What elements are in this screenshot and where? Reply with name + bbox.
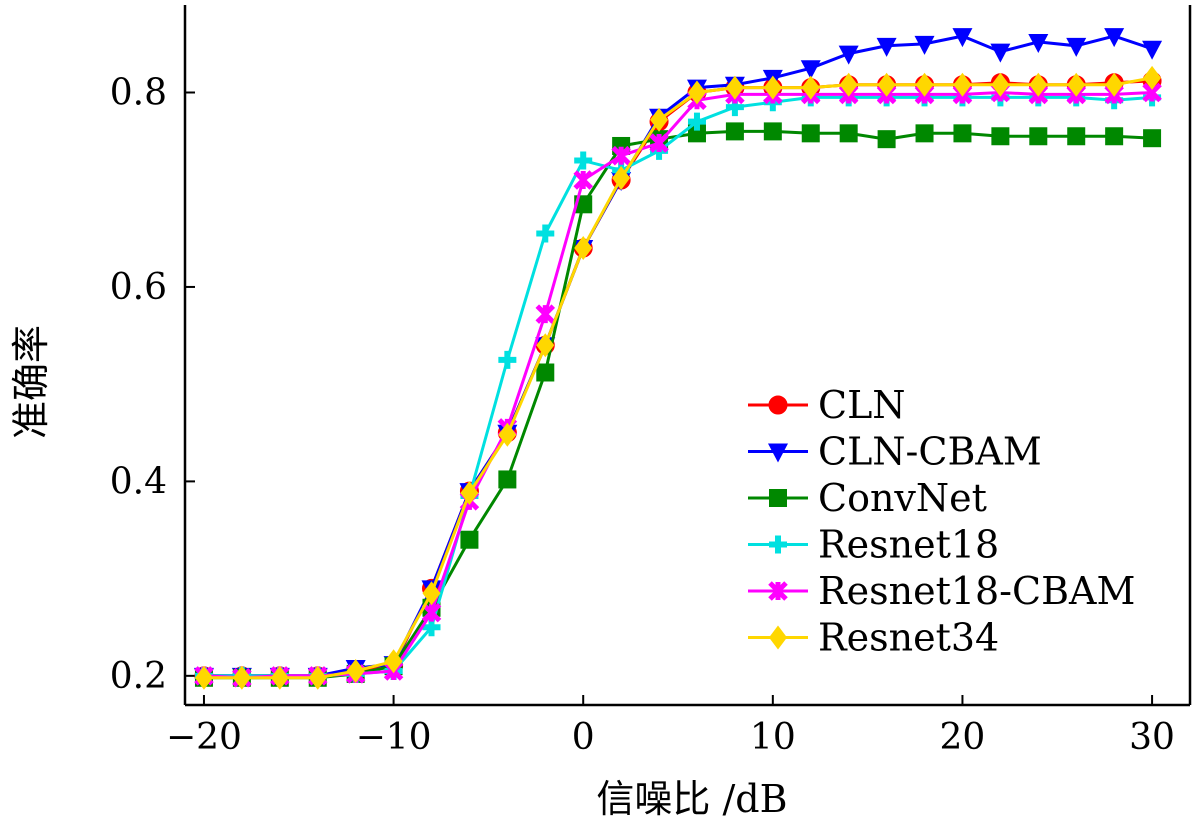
y-tick-label: 0.6 — [110, 267, 167, 308]
legend-label-resnet34: Resnet34 — [818, 616, 999, 660]
x-axis-label: 信噪比 /dB — [596, 777, 787, 821]
data-point-resnet34 — [422, 581, 441, 606]
data-point-resnet34 — [801, 75, 820, 100]
data-point-cln-cbam — [838, 45, 859, 65]
legend-marker-resnet18 — [769, 535, 787, 554]
legend-marker-cln — [768, 395, 788, 415]
data-point-resnet18 — [574, 151, 593, 170]
data-point-resnet34 — [725, 75, 744, 100]
y-axis-label: 准确率 — [9, 325, 53, 439]
data-point-convnet — [498, 470, 517, 489]
data-point-convnet — [915, 124, 934, 143]
data-point-resnet18 — [687, 112, 706, 131]
data-point-resnet34 — [232, 665, 251, 690]
data-point-cln-cbam — [1066, 37, 1087, 57]
data-point-resnet34 — [194, 665, 213, 690]
data-point-resnet18-cbam — [611, 145, 631, 166]
data-point-resnet34 — [1067, 72, 1086, 97]
plot-axes — [183, 5, 1192, 707]
data-point-convnet — [839, 124, 858, 143]
data-point-resnet34 — [1143, 65, 1162, 90]
legend-label-resnet18-cbam: Resnet18-CBAM — [818, 569, 1135, 613]
data-point-convnet — [725, 122, 744, 141]
data-point-resnet34 — [308, 665, 327, 690]
data-point-convnet — [801, 124, 820, 143]
legend-label-cln-cbam: CLN-CBAM — [818, 430, 1042, 474]
data-point-resnet34 — [953, 72, 972, 97]
data-point-resnet34 — [1029, 72, 1048, 97]
x-tick-label: 10 — [750, 717, 796, 758]
data-point-resnet34 — [1105, 72, 1124, 97]
data-point-resnet34 — [574, 236, 593, 261]
data-point-resnet34 — [991, 72, 1010, 97]
data-point-resnet34 — [763, 75, 782, 100]
data-point-resnet34 — [270, 665, 289, 690]
data-point-convnet — [991, 127, 1010, 146]
data-point-resnet34 — [536, 333, 555, 358]
data-point-resnet34 — [877, 72, 896, 97]
data-point-cln-cbam — [952, 28, 973, 48]
data-point-convnet — [1029, 127, 1048, 146]
data-point-convnet — [763, 122, 782, 141]
x-tick-label: 30 — [1129, 717, 1175, 758]
series-resnet34 — [194, 65, 1162, 690]
data-point-resnet34 — [346, 658, 365, 683]
legend: CLNCLN-CBAMConvNetResnet18Resnet18-CBAMR… — [748, 383, 1135, 660]
data-point-resnet34 — [687, 80, 706, 105]
data-point-cln-cbam — [1028, 33, 1049, 53]
data-point-resnet18-cbam — [421, 602, 442, 623]
data-point-convnet — [877, 130, 896, 149]
x-tick-label: 0 — [572, 717, 595, 758]
data-point-cln-cbam — [990, 43, 1011, 63]
data-point-convnet — [536, 363, 555, 382]
legend-label-resnet18: Resnet18 — [818, 523, 999, 567]
legend-marker-convnet — [769, 489, 787, 507]
data-point-resnet34 — [839, 72, 858, 97]
data-point-convnet — [687, 124, 706, 143]
data-point-resnet34 — [460, 481, 479, 506]
data-point-resnet34 — [612, 166, 631, 191]
data-point-resnet34 — [650, 107, 669, 132]
data-point-cln-cbam — [914, 35, 935, 55]
data-point-resnet18 — [536, 224, 555, 243]
data-point-resnet34 — [915, 72, 934, 97]
legend-marker-resnet18-cbam — [768, 581, 788, 601]
data-point-convnet — [953, 124, 972, 143]
x-tick-label: −20 — [166, 717, 242, 758]
legend-marker-cln-cbam — [768, 443, 788, 463]
x-tick-label: 20 — [940, 717, 986, 758]
data-point-convnet — [1067, 127, 1086, 146]
x-tick-label: −10 — [356, 717, 432, 758]
data-point-resnet18-cbam — [649, 133, 669, 153]
data-point-resnet18-cbam — [535, 304, 556, 324]
data-point-convnet — [460, 530, 479, 549]
data-point-resnet18 — [498, 350, 517, 369]
data-point-convnet — [1143, 129, 1162, 148]
data-point-resnet18-cbam — [573, 170, 593, 190]
legend-marker-resnet34 — [769, 625, 787, 650]
data-point-resnet34 — [498, 422, 517, 447]
y-tick-label: 0.8 — [110, 73, 167, 114]
data-point-cln-cbam — [1104, 28, 1125, 48]
axis-ticks: −20 −10 0 10 20 30 0.2 0.4 0.6 0.8 — [110, 73, 1175, 759]
y-tick-label: 0.2 — [110, 656, 167, 697]
legend-label-convnet: ConvNet — [818, 476, 987, 520]
data-point-cln-cbam — [876, 37, 897, 57]
data-point-cln-cbam — [1142, 40, 1163, 60]
y-tick-label: 0.4 — [110, 461, 167, 502]
data-point-cln-cbam — [800, 60, 821, 80]
data-series — [193, 28, 1163, 690]
legend-label-cln: CLN — [818, 383, 906, 427]
data-point-convnet — [1105, 127, 1124, 146]
data-point-resnet34 — [384, 649, 403, 674]
